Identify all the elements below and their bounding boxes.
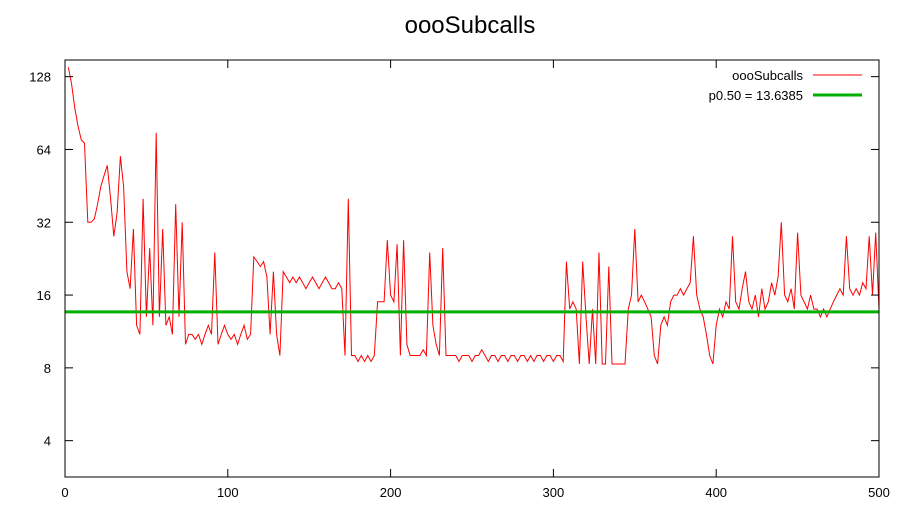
legend-label: p0.50 = 13.6385 — [709, 88, 803, 103]
x-tick-label: 300 — [543, 485, 565, 500]
series-line-oooSubcalls — [67, 67, 879, 365]
chart-title: oooSubcalls — [405, 12, 536, 39]
x-tick-label: 100 — [217, 485, 239, 500]
plot-area — [65, 67, 879, 365]
y-tick-label: 4 — [44, 434, 51, 449]
legend: oooSubcalls p0.50 = 13.6385 — [709, 68, 862, 103]
y-tick-label: 64 — [37, 142, 51, 157]
plot-frame — [64, 59, 880, 478]
x-tick-label: 400 — [705, 485, 727, 500]
y-tick-label: 128 — [29, 70, 51, 85]
legend-label: oooSubcalls — [732, 68, 803, 83]
x-tick-label: 200 — [380, 485, 402, 500]
y-tick-label: 32 — [37, 215, 51, 230]
axes: 0 100 200 300 400 500 4 8 16 32 64 128 — [29, 59, 890, 500]
y-tick-label: 8 — [44, 361, 51, 376]
x-tick-label: 500 — [868, 485, 890, 500]
x-tick-label: 0 — [61, 485, 68, 500]
y-tick-label: 16 — [37, 288, 51, 303]
